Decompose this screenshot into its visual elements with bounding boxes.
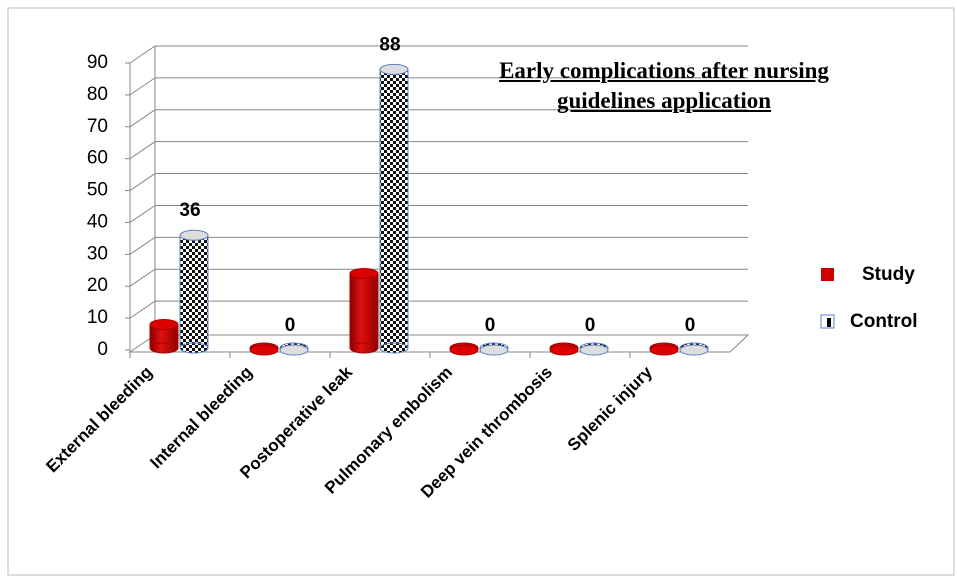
grid-line	[129, 45, 748, 64]
bar-top	[349, 267, 379, 279]
legend-label: Control	[850, 311, 918, 332]
bar	[179, 229, 209, 354]
y-tick-label: 70	[87, 116, 108, 137]
x-tick-label: External bleeding	[42, 363, 156, 477]
grid-line	[129, 109, 748, 128]
legend-label: Study	[862, 264, 915, 285]
bar	[679, 342, 709, 356]
data-label: 0	[285, 315, 296, 336]
bar	[349, 267, 379, 354]
y-tick-label: 30	[87, 243, 108, 264]
grid-line	[129, 236, 748, 255]
bar-top	[679, 344, 709, 356]
bar-body	[349, 272, 379, 349]
grid-line	[129, 268, 748, 287]
legend-swatch-inner	[827, 318, 831, 327]
y-tick-label: 50	[87, 180, 108, 201]
grid-line	[129, 173, 748, 191]
data-label: 36	[179, 200, 200, 221]
bar-top	[149, 318, 179, 330]
bar-top	[579, 344, 609, 356]
bar-base	[179, 342, 209, 354]
grid-line	[129, 141, 748, 160]
bar-body	[379, 68, 409, 349]
bar-top	[479, 344, 509, 356]
bar	[449, 342, 479, 356]
bar-top	[649, 344, 679, 356]
chart-border	[7, 7, 955, 576]
bar-top	[549, 344, 579, 356]
bar	[149, 318, 179, 354]
y-tick-label: 40	[87, 211, 108, 232]
x-tick-label: Internal bleeding	[146, 363, 256, 473]
bar	[649, 342, 679, 356]
bar-base	[349, 342, 379, 354]
legend-swatch	[821, 268, 834, 281]
bar	[249, 342, 279, 356]
bar-top	[449, 344, 479, 356]
data-label: 0	[685, 315, 696, 336]
y-tick-label: 20	[87, 275, 108, 296]
bar	[579, 342, 609, 356]
bar-top	[279, 344, 309, 356]
data-label: 0	[585, 315, 596, 336]
bar-body	[179, 234, 209, 349]
grid-line	[129, 204, 748, 223]
grid-line	[129, 77, 748, 96]
y-tick-label: 0	[97, 339, 108, 360]
chart-title: Early complications after nursing guidel…	[499, 58, 829, 113]
y-tick-label: 10	[87, 307, 108, 328]
bar	[379, 63, 409, 354]
bar-top	[249, 344, 279, 356]
x-tick-label: Splenic injury	[564, 362, 657, 455]
bar	[279, 342, 309, 356]
data-label: 0	[485, 315, 496, 336]
bar	[479, 342, 509, 356]
y-tick-label: 80	[87, 84, 108, 105]
bar-top	[379, 63, 409, 75]
bar	[549, 342, 579, 356]
data-label: 88	[379, 34, 400, 55]
bar-base	[379, 342, 409, 354]
y-tick-label: 60	[87, 148, 108, 169]
bar-top	[179, 229, 209, 241]
x-tick-label: Postoperative leak	[236, 362, 356, 482]
bar-base	[149, 342, 179, 354]
y-tick-label: 90	[87, 52, 108, 73]
grid-line	[129, 300, 748, 319]
